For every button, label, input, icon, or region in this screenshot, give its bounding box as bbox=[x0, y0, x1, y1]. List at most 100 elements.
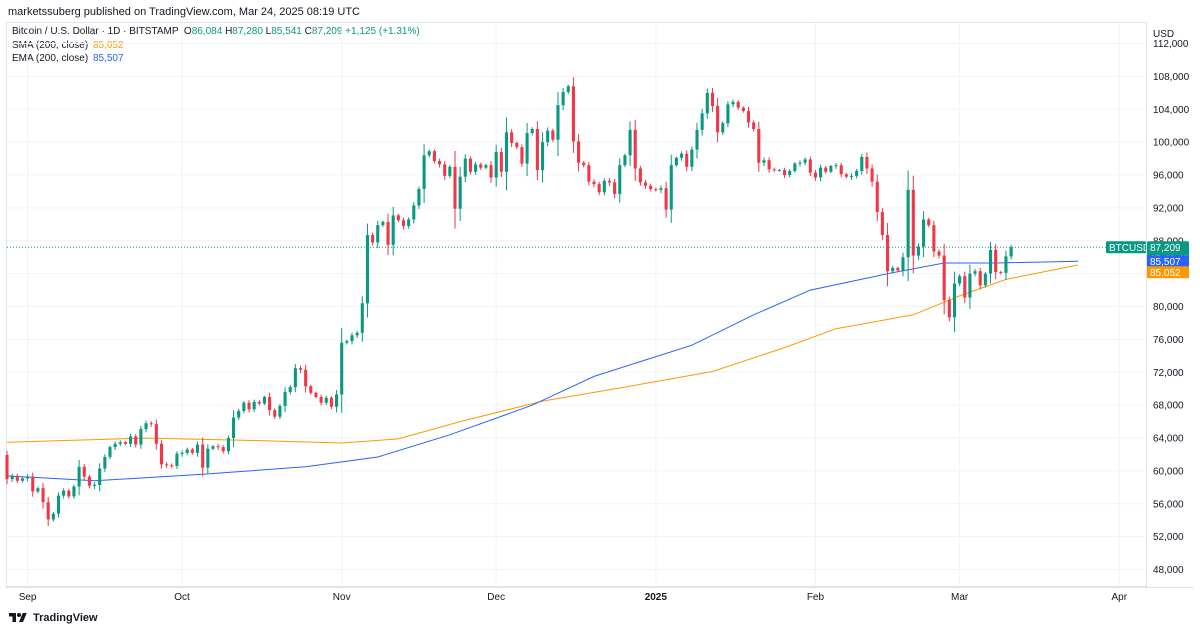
sma-value: 85,052 bbox=[92, 40, 124, 51]
candle-body bbox=[376, 225, 380, 243]
candle-body bbox=[129, 436, 133, 444]
candle-body bbox=[309, 386, 313, 393]
y-tick-label: 52,000 bbox=[1153, 532, 1184, 543]
y-tick-label: 48,000 bbox=[1153, 565, 1184, 576]
legend-ohlc: O86,084 H87,280 L85,541 C87,209 +1,125 (… bbox=[181, 26, 420, 37]
candle-body bbox=[855, 170, 859, 176]
candle-body bbox=[700, 113, 704, 130]
candle-body bbox=[504, 132, 509, 172]
candle-body bbox=[288, 387, 292, 393]
candle-body bbox=[257, 401, 261, 404]
y-tick-label: 92,000 bbox=[1153, 203, 1184, 214]
candle-body bbox=[535, 129, 539, 171]
candle-body bbox=[1004, 256, 1008, 273]
candle-body bbox=[561, 92, 565, 106]
candle-body bbox=[437, 161, 442, 165]
y-tick-label: 64,000 bbox=[1153, 434, 1184, 445]
tradingview-footer[interactable]: TradingView bbox=[8, 611, 98, 625]
candle-body bbox=[432, 151, 436, 162]
candle-body bbox=[885, 235, 890, 272]
candle-body bbox=[185, 449, 189, 453]
candle-body bbox=[206, 448, 210, 468]
candle-body bbox=[705, 92, 709, 114]
candle-body bbox=[422, 155, 426, 190]
candle-body bbox=[273, 410, 277, 417]
candle-body bbox=[195, 444, 200, 453]
candle-body bbox=[721, 123, 725, 133]
time-axis-border bbox=[6, 587, 1194, 588]
candle-body bbox=[15, 475, 19, 481]
candle-body bbox=[922, 219, 926, 247]
x-tick-label: Apr bbox=[1111, 592, 1127, 603]
legend-sma-row[interactable]: SMA (200, close) 85,052 bbox=[12, 40, 124, 51]
ema-label: EMA (200, close) bbox=[12, 53, 89, 64]
candle-body bbox=[355, 332, 359, 336]
candle-body bbox=[577, 141, 581, 163]
candle-body bbox=[324, 397, 328, 403]
y-tick-label: 104,000 bbox=[1153, 105, 1190, 116]
candle-body bbox=[139, 429, 143, 445]
candle-body bbox=[72, 486, 76, 497]
candle-body bbox=[628, 129, 632, 156]
candle-body bbox=[67, 490, 71, 497]
candle-body bbox=[546, 130, 550, 143]
x-tick-label: Dec bbox=[487, 592, 505, 603]
y-tick-label: 108,000 bbox=[1153, 72, 1190, 83]
candle-body bbox=[654, 189, 658, 191]
candle-body bbox=[41, 488, 45, 503]
candle-body bbox=[777, 170, 781, 172]
candle-body bbox=[216, 446, 220, 448]
candle-body bbox=[731, 101, 735, 105]
sma-200-line bbox=[6, 264, 1079, 444]
candle-body bbox=[319, 396, 323, 403]
candle-body bbox=[412, 205, 416, 220]
candle-body bbox=[793, 163, 797, 171]
candle-body bbox=[891, 267, 895, 272]
currency-label: USD bbox=[1153, 29, 1174, 40]
candle-body bbox=[20, 478, 24, 481]
candle-body bbox=[664, 188, 668, 210]
candle-body bbox=[489, 165, 493, 178]
candle-body bbox=[494, 152, 498, 178]
candle-body bbox=[1009, 247, 1013, 257]
candle-body bbox=[726, 104, 730, 124]
ohlc-high-value: 87,280 bbox=[232, 26, 263, 37]
candle-body bbox=[56, 495, 61, 514]
candle-body bbox=[824, 167, 828, 172]
legend-ema-row[interactable]: EMA (200, close) 85,507 bbox=[12, 53, 124, 64]
price-tag: 85,507 bbox=[1150, 257, 1181, 268]
candle-body bbox=[474, 164, 478, 172]
candle-body bbox=[118, 442, 122, 444]
price-axis-border bbox=[1146, 22, 1147, 587]
candle-body bbox=[540, 142, 545, 171]
candle-body bbox=[767, 160, 771, 170]
candle-body bbox=[26, 476, 30, 479]
candle-body bbox=[937, 251, 941, 256]
candle-body bbox=[252, 401, 256, 410]
candle-body bbox=[443, 164, 447, 176]
x-tick-label: Nov bbox=[333, 592, 351, 603]
candle-body bbox=[633, 129, 637, 169]
candle-body bbox=[427, 151, 431, 156]
candle-body bbox=[716, 106, 720, 133]
candle-body bbox=[515, 142, 519, 148]
candle-body bbox=[201, 444, 205, 468]
candle-body bbox=[695, 129, 699, 150]
candle-body bbox=[190, 449, 194, 453]
candle-body bbox=[453, 166, 457, 209]
y-tick-label: 76,000 bbox=[1153, 335, 1184, 346]
candle-body bbox=[237, 410, 241, 418]
candle-body bbox=[952, 283, 957, 318]
candle-body bbox=[103, 456, 107, 469]
candle-body bbox=[340, 342, 344, 395]
candle-body bbox=[134, 436, 138, 445]
candle-body bbox=[710, 92, 715, 107]
x-tick-label: Sep bbox=[19, 592, 37, 603]
candle-body bbox=[10, 475, 14, 480]
candle-body bbox=[551, 130, 555, 140]
candle-body bbox=[808, 159, 812, 173]
y-tick-label: 60,000 bbox=[1153, 466, 1184, 477]
candle-body bbox=[865, 156, 869, 169]
candle-body bbox=[92, 484, 97, 486]
